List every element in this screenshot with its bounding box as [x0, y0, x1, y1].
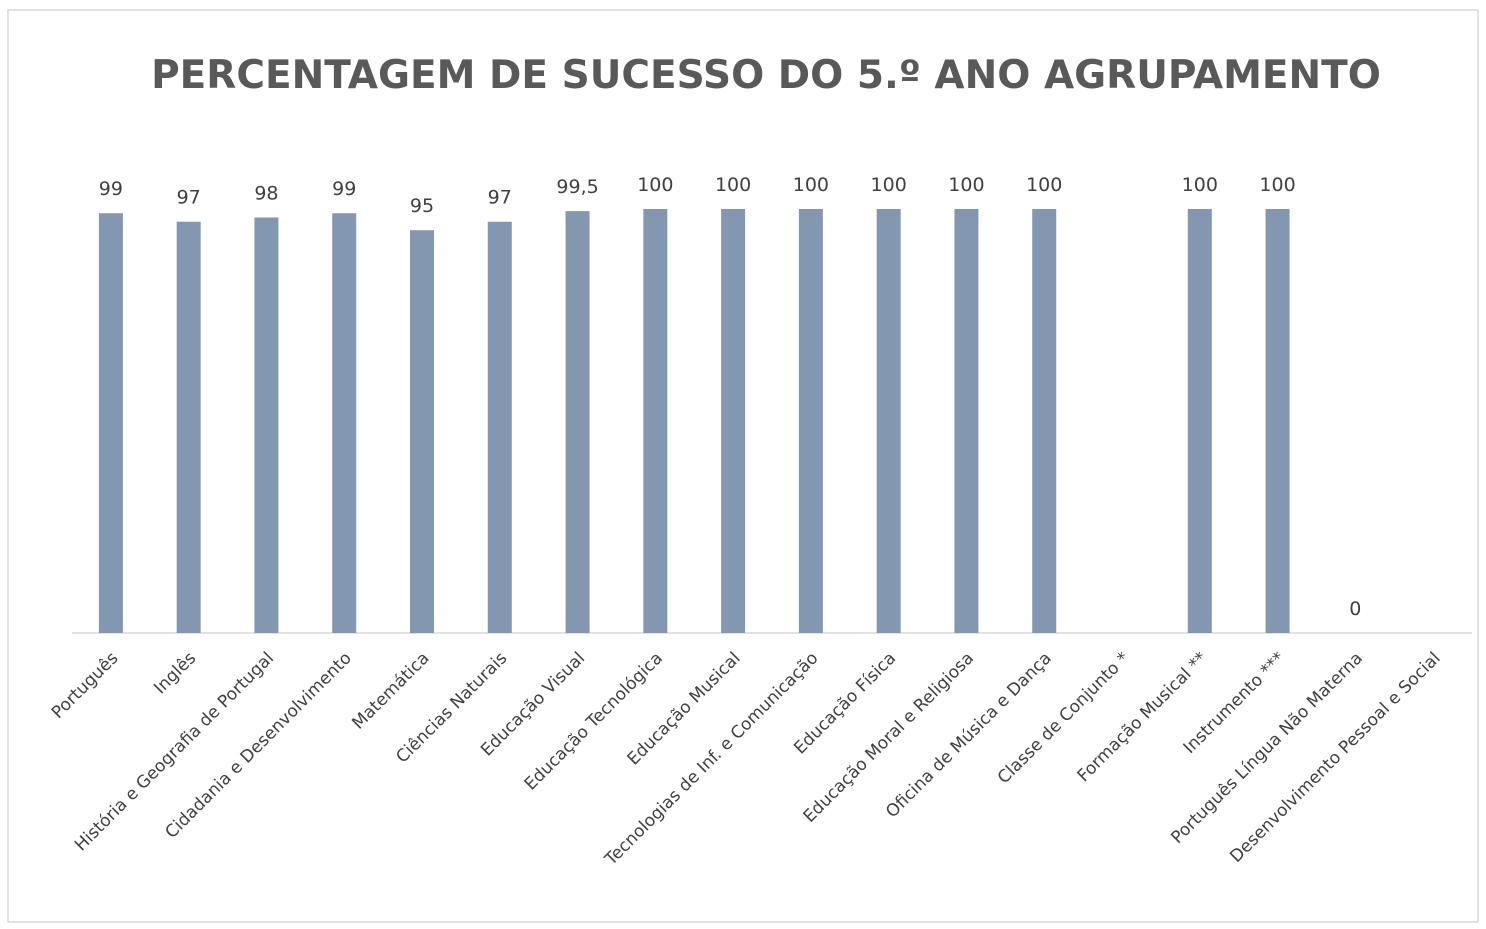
bar [332, 213, 357, 634]
bar [98, 213, 123, 634]
bar [954, 209, 979, 633]
data-label: 100 [948, 174, 984, 196]
data-label: 99 [332, 178, 356, 200]
bar [254, 217, 279, 634]
data-label: 100 [1259, 174, 1295, 196]
data-label: 99,5 [556, 176, 598, 198]
data-label: 100 [871, 174, 907, 196]
bar [643, 209, 668, 633]
data-label: 100 [1182, 174, 1218, 196]
bar [721, 209, 746, 633]
data-label: 100 [793, 174, 829, 196]
bar [176, 221, 201, 633]
bar [798, 209, 823, 633]
bar [1265, 209, 1290, 633]
data-label: 97 [488, 187, 512, 209]
bar [410, 230, 434, 633]
bar [487, 221, 512, 633]
bar [1032, 209, 1057, 633]
data-label: 95 [410, 195, 434, 217]
bar [1187, 209, 1212, 633]
data-label: 100 [637, 174, 673, 196]
data-label: 99 [99, 178, 123, 200]
chart-title: PERCENTAGEM DE SUCESSO DO 5.º ANO AGRUPA… [151, 53, 1381, 98]
bar [565, 211, 590, 633]
data-label: 0 [1349, 598, 1361, 620]
data-label: 100 [1026, 174, 1062, 196]
data-label: 97 [177, 187, 201, 209]
data-label: 98 [254, 182, 278, 204]
bar [876, 209, 901, 633]
data-label: 100 [715, 174, 751, 196]
